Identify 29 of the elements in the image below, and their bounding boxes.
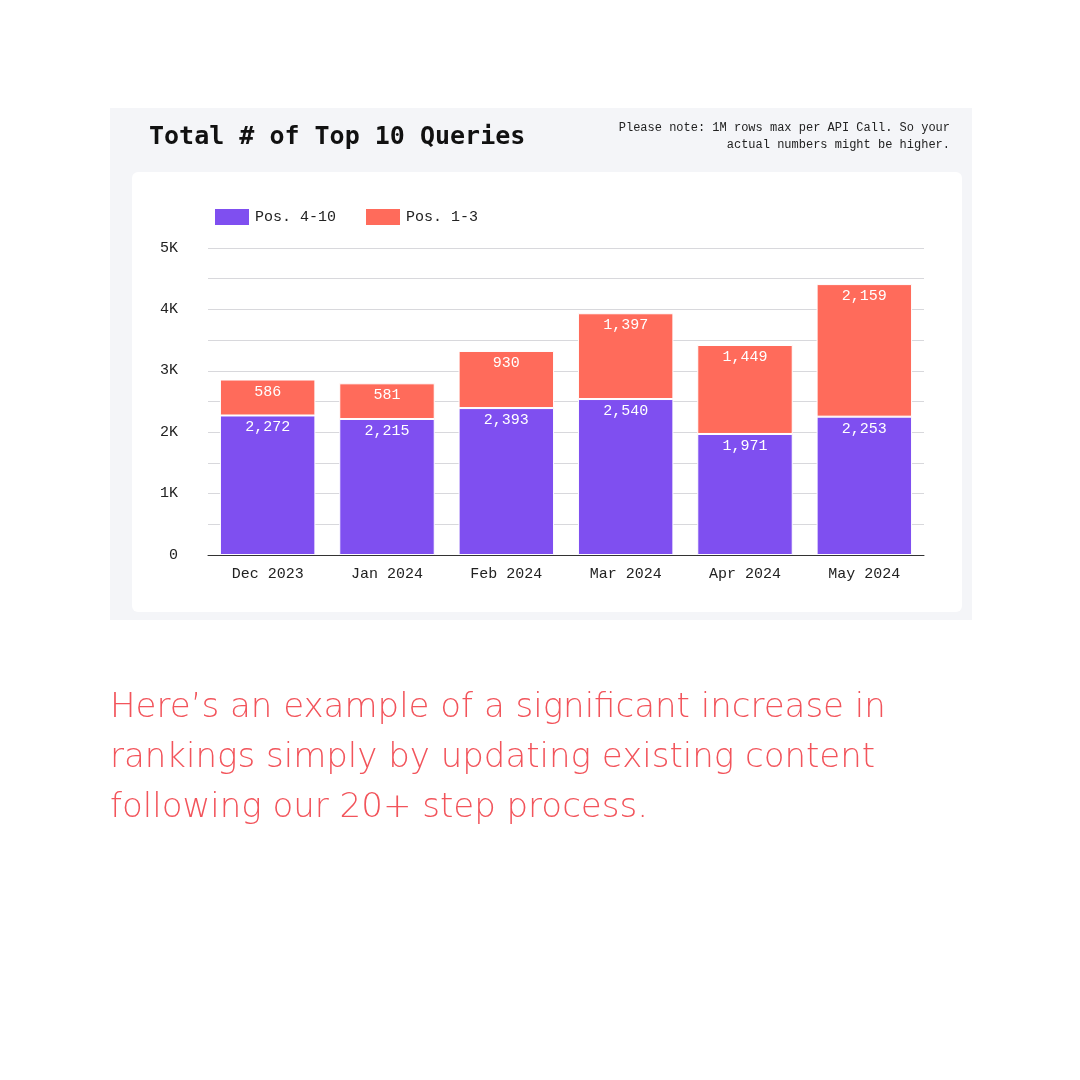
data-label: 2,215 (364, 423, 410, 440)
data-label: 1,449 (722, 349, 768, 367)
text: Please note: 1M rows max per API Call. So your actual numbers might be higher. (617, 120, 950, 154)
data-label: 2,540 (603, 403, 649, 421)
y-tick-label: 5K (159, 239, 178, 257)
data-label: 930 (492, 354, 520, 372)
y-tick-label: 2K (159, 423, 178, 441)
y-tick-label: 3K (159, 362, 178, 380)
data-label: 586 (254, 383, 282, 401)
data-label: 581 (373, 387, 401, 405)
data-label: 1,397 (603, 317, 649, 335)
x-tick-label: Mar 2024 (589, 566, 662, 583)
text: Here’s an example of a significant increase in rankings simply by updating existing content following our 20+ step process. (110, 684, 887, 827)
data-label: 2,393 (483, 412, 529, 430)
data-label: 2,253 (841, 420, 887, 438)
data-label: 2,159 (841, 288, 887, 306)
y-tick-label: 1K (159, 485, 178, 503)
legend-label: Pos. 1-3 (406, 208, 479, 226)
x-tick-label: Apr 2024 (708, 566, 782, 583)
x-tick-label: Dec 2023 (231, 566, 304, 583)
legend-label: Pos. 4-10 (255, 208, 337, 226)
y-tick-label: 0 (168, 546, 178, 564)
y-tick-label: 4K (159, 300, 178, 318)
chart-title: Total # of Top 10 Queries (149, 121, 526, 150)
x-tick-label: Jan 2024 (350, 566, 424, 583)
x-tick-label: May 2024 (828, 566, 901, 583)
data-label: 1,971 (722, 437, 768, 455)
x-tick-label: Feb 2024 (470, 566, 543, 583)
data-label: 2,272 (245, 419, 291, 437)
